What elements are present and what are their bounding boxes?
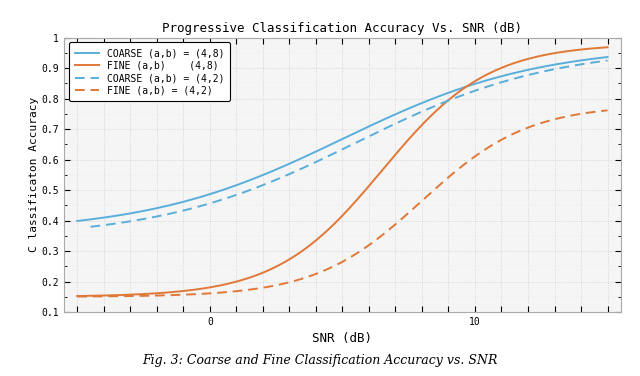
- Line: FINE (a,b)    (4,8): FINE (a,b) (4,8): [77, 47, 607, 296]
- COARSE (a,b) = (4,8): [428, 97, 435, 102]
- COARSE (a,b) = (4,2): [335, 149, 343, 153]
- FINE (a,b) = (4,2): [428, 190, 435, 194]
- FINE (a,b)    (4,8): [210, 285, 218, 289]
- FINE (a,b) = (4,2): [210, 291, 218, 296]
- FINE (a,b) = (4,2): [74, 294, 81, 299]
- Line: COARSE (a,b) = (4,8): COARSE (a,b) = (4,8): [77, 57, 607, 221]
- FINE (a,b)    (4,8): [604, 45, 611, 50]
- FINE (a,b) = (4,2): [604, 108, 611, 112]
- COARSE (a,b) = (4,8): [314, 149, 321, 153]
- COARSE (a,b) = (4,2): [511, 76, 518, 81]
- COARSE (a,b) = (4,2): [394, 120, 402, 124]
- COARSE (a,b) = (4,2): [86, 224, 94, 229]
- Title: Progressive Classification Accuracy Vs. SNR (dB): Progressive Classification Accuracy Vs. …: [163, 22, 522, 35]
- FINE (a,b)    (4,8): [386, 159, 394, 164]
- Legend: COARSE (a,b) = (4,8), FINE (a,b)    (4,8), COARSE (a,b) = (4,2), FINE (a,b) = (4: COARSE (a,b) = (4,8), FINE (a,b) (4,8), …: [69, 42, 230, 102]
- FINE (a,b)    (4,8): [74, 294, 81, 298]
- COARSE (a,b) = (4,8): [604, 55, 611, 59]
- COARSE (a,b) = (4,2): [591, 60, 599, 64]
- COARSE (a,b) = (4,8): [386, 115, 394, 119]
- FINE (a,b)    (4,8): [167, 290, 175, 294]
- COARSE (a,b) = (4,8): [473, 81, 481, 86]
- Y-axis label: C lassificaton Accuracy: C lassificaton Accuracy: [29, 97, 39, 252]
- COARSE (a,b) = (4,2): [367, 133, 374, 138]
- FINE (a,b)    (4,8): [428, 113, 435, 118]
- FINE (a,b)    (4,8): [314, 237, 321, 242]
- COARSE (a,b) = (4,8): [167, 203, 175, 207]
- COARSE (a,b) = (4,8): [74, 219, 81, 223]
- FINE (a,b) = (4,2): [314, 271, 321, 276]
- Line: COARSE (a,b) = (4,2): COARSE (a,b) = (4,2): [90, 61, 607, 227]
- FINE (a,b) = (4,2): [167, 293, 175, 297]
- COARSE (a,b) = (4,2): [332, 150, 340, 155]
- X-axis label: SNR (dB): SNR (dB): [312, 332, 372, 346]
- COARSE (a,b) = (4,8): [210, 191, 218, 195]
- FINE (a,b)    (4,8): [473, 78, 481, 82]
- COARSE (a,b) = (4,2): [604, 58, 611, 63]
- Line: FINE (a,b) = (4,2): FINE (a,b) = (4,2): [77, 110, 607, 297]
- Text: Fig. 3: Coarse and Fine Classification Accuracy vs. SNR: Fig. 3: Coarse and Fine Classification A…: [142, 355, 498, 367]
- FINE (a,b) = (4,2): [473, 153, 481, 158]
- FINE (a,b) = (4,2): [386, 227, 394, 231]
